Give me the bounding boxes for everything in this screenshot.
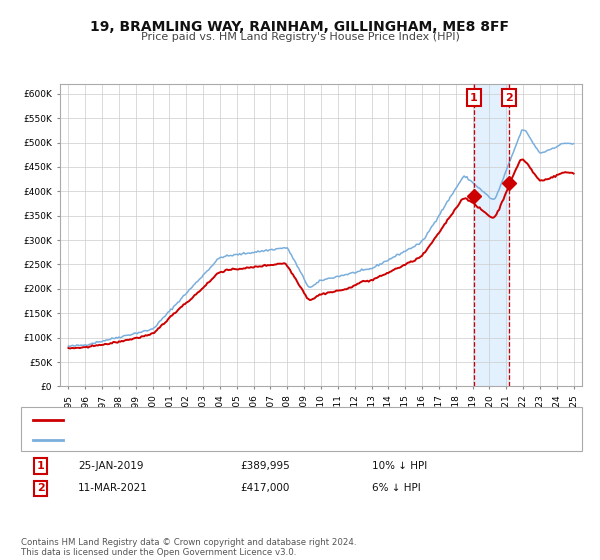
Text: 1: 1 (37, 461, 44, 471)
Bar (474, 84, 509, 386)
Text: Contains HM Land Registry data © Crown copyright and database right 2024.
This d: Contains HM Land Registry data © Crown c… (21, 538, 356, 557)
Text: Price paid vs. HM Land Registry's House Price Index (HPI): Price paid vs. HM Land Registry's House … (140, 32, 460, 43)
Text: 10% ↓ HPI: 10% ↓ HPI (372, 461, 427, 471)
Text: 19, BRAMLING WAY, RAINHAM, GILLINGHAM, ME8 8FF (detached house): 19, BRAMLING WAY, RAINHAM, GILLINGHAM, M… (69, 415, 427, 425)
Text: 1: 1 (470, 92, 478, 102)
Text: 25-JAN-2019: 25-JAN-2019 (78, 461, 143, 471)
Text: 2: 2 (506, 92, 514, 102)
Text: £417,000: £417,000 (240, 483, 289, 493)
Text: 2: 2 (37, 483, 44, 493)
Text: 19, BRAMLING WAY, RAINHAM, GILLINGHAM, ME8 8FF: 19, BRAMLING WAY, RAINHAM, GILLINGHAM, M… (91, 20, 509, 34)
Text: 6% ↓ HPI: 6% ↓ HPI (372, 483, 421, 493)
Text: £389,995: £389,995 (240, 461, 290, 471)
Text: 11-MAR-2021: 11-MAR-2021 (78, 483, 148, 493)
Text: HPI: Average price, detached house, Medway: HPI: Average price, detached house, Medw… (69, 435, 295, 445)
